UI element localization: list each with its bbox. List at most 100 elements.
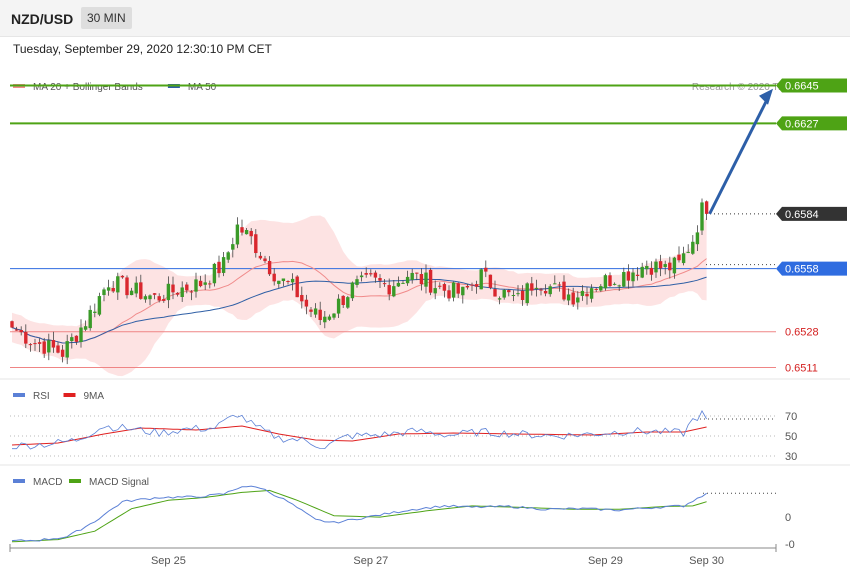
candle-body	[157, 296, 161, 301]
candle-body	[585, 293, 589, 297]
candle	[277, 280, 281, 289]
candle-body	[649, 267, 654, 275]
candle	[258, 251, 263, 260]
candle	[83, 320, 88, 332]
candle	[65, 334, 69, 365]
candle	[369, 269, 373, 277]
candle-body	[231, 244, 235, 250]
timeframe-button[interactable]: 30 MIN	[81, 7, 132, 29]
candle-body	[677, 254, 681, 261]
price-levels: 0.6645 0.6627 0.6584 0.6558 0.6528 0.6511	[10, 78, 847, 374]
candle	[668, 256, 672, 279]
candle	[378, 274, 382, 288]
candle-body	[580, 290, 585, 296]
candle-body	[221, 257, 226, 273]
candle-body	[194, 279, 198, 292]
candle	[631, 268, 635, 287]
candle-body	[318, 309, 322, 321]
candle-body	[14, 329, 19, 331]
candle-body	[295, 276, 299, 298]
candle	[97, 292, 102, 317]
candle	[166, 276, 171, 309]
candle-body	[594, 288, 598, 290]
candle	[677, 246, 681, 263]
candle-body	[451, 282, 456, 298]
candle	[525, 282, 529, 306]
candle	[410, 268, 414, 284]
candle	[553, 275, 557, 285]
candle	[254, 229, 258, 258]
rsi-legend: RSI 9MA	[13, 391, 104, 402]
candle	[157, 293, 161, 303]
candle	[470, 282, 474, 292]
candle-body	[263, 258, 267, 262]
candle-body	[433, 288, 437, 294]
candle-body	[148, 295, 152, 300]
x-tick-label: Sep 30	[689, 555, 724, 567]
candle-body	[534, 287, 539, 289]
candle-body	[488, 274, 493, 288]
candle	[336, 294, 341, 319]
candle-body	[83, 326, 88, 330]
candle	[79, 319, 83, 348]
target-level-tag	[776, 116, 847, 131]
candle	[571, 287, 575, 307]
candle	[111, 281, 115, 293]
candle-body	[102, 289, 106, 296]
candle-body	[617, 285, 621, 287]
candle-body	[33, 343, 37, 345]
candle	[543, 284, 548, 297]
candle	[175, 292, 180, 297]
candle	[106, 279, 111, 296]
candle-body	[65, 341, 69, 358]
legend-label: MACD	[33, 477, 62, 488]
candle-body	[327, 316, 332, 320]
candle-body	[19, 329, 23, 333]
candle	[309, 306, 313, 318]
candle-body	[603, 275, 608, 289]
candle	[116, 272, 120, 300]
candle-body	[281, 278, 286, 282]
legend-label: 9MA	[84, 391, 105, 402]
candle	[433, 280, 437, 300]
candle-body	[88, 309, 92, 329]
candle	[212, 262, 217, 287]
candle-body	[369, 273, 373, 275]
candle-body	[120, 275, 125, 278]
candle	[355, 275, 359, 288]
candle-body	[37, 342, 42, 344]
candle	[479, 268, 483, 290]
candle-body	[267, 260, 272, 275]
candle-body	[405, 276, 410, 284]
candle	[663, 260, 667, 275]
toolbar: NZD/USD 30 MIN	[0, 0, 850, 37]
candle	[267, 256, 272, 277]
candle	[622, 267, 626, 288]
candle-body	[438, 285, 442, 287]
candle-body	[576, 297, 580, 303]
candle-body	[520, 290, 525, 301]
candle	[235, 217, 240, 249]
target-level-label: 0.6627	[785, 118, 819, 130]
candle-body	[700, 202, 704, 231]
x-tick-label: Sep 25	[151, 555, 186, 567]
candle-body	[543, 290, 548, 294]
candle	[626, 264, 631, 289]
candle-body	[359, 275, 364, 278]
candle-body	[465, 286, 470, 288]
candle-body	[497, 298, 502, 300]
macd-legend: MACD MACD Signal	[13, 477, 149, 488]
candle	[332, 313, 336, 320]
candle	[484, 260, 488, 278]
candle	[612, 282, 617, 286]
candle-body	[507, 290, 511, 293]
candle-body	[129, 290, 134, 296]
macd-signal-line	[11, 489, 707, 543]
candle	[60, 345, 65, 363]
candle-body	[410, 272, 414, 280]
candle-body	[143, 296, 148, 300]
candle	[19, 326, 23, 336]
candle-body	[562, 281, 566, 300]
candle-body	[198, 280, 203, 287]
